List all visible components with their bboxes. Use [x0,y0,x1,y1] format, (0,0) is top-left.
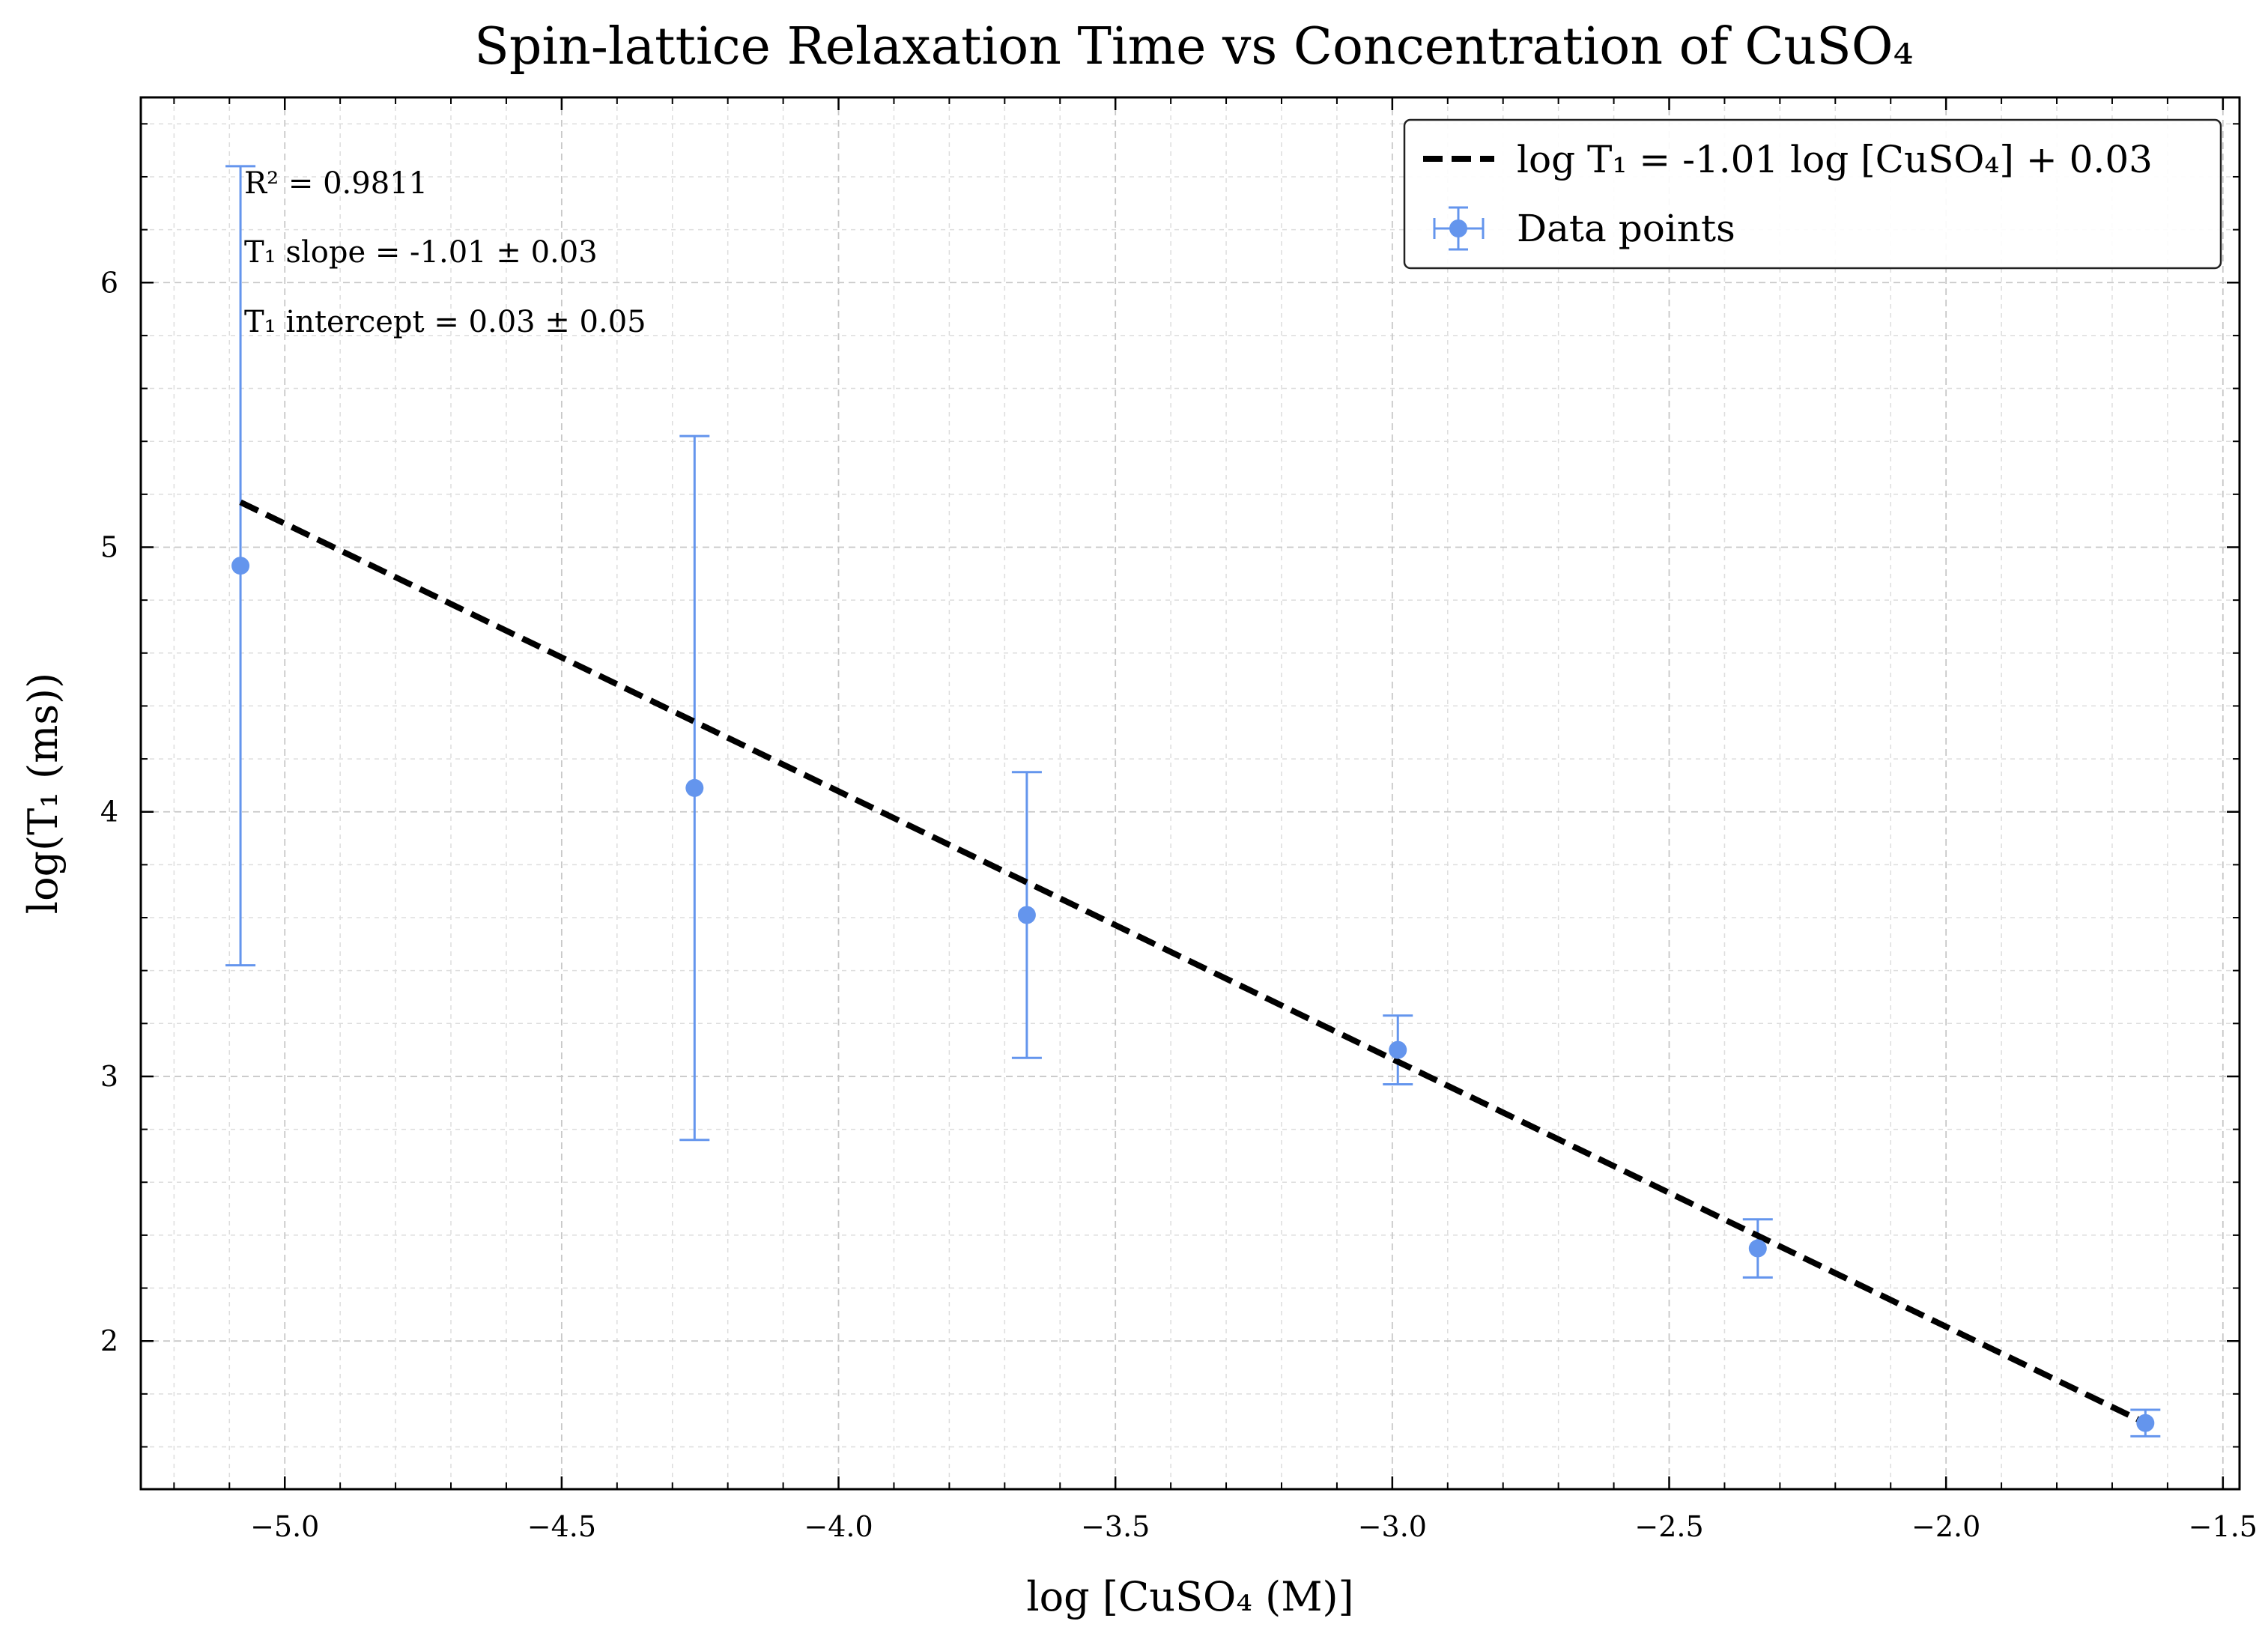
x-tick-label: −4.5 [527,1510,596,1543]
y-tick-label: 2 [100,1324,118,1357]
y-tick-label: 6 [100,266,118,299]
minor-grid [141,97,2240,1489]
x-tick-label: −3.5 [1081,1510,1150,1543]
x-tick-label: −5.0 [250,1510,319,1543]
data-point [231,557,250,575]
annotation-r-squared: R² = 0.9811 [244,166,428,201]
major-grid [141,97,2240,1489]
legend: log T₁ = -1.01 log [CuSO₄] + 0.03 Data p… [1403,118,2222,270]
x-tick-label: −2.0 [1911,1510,1980,1543]
x-tick-label: −3.0 [1358,1510,1427,1543]
data-point [2136,1414,2155,1432]
x-tick-labels: −5.0 −4.5 −4.0 −3.5 −3.0 −2.5 −2.0 −1.5 [250,1510,2258,1543]
legend-data-points-swatch [1433,206,1485,251]
stats-annotations: R² = 0.9811 T₁ slope = -1.01 ± 0.03 T₁ i… [244,166,646,339]
x-tick-label: −2.5 [1634,1510,1703,1543]
annotation-intercept: T₁ intercept = 0.03 ± 0.05 [244,305,646,339]
data-point [1748,1239,1767,1258]
legend-fit-line-label: log T₁ = -1.01 log [CuSO₄] + 0.03 [1517,138,2153,181]
chart-title: Spin-lattice Relaxation Time vs Concentr… [474,17,1914,76]
x-axis-title: log [CuSO₄ (M)] [1026,1573,1353,1620]
annotation-slope: T₁ slope = -1.01 ± 0.03 [244,235,598,270]
data-point [1389,1040,1407,1059]
plot-frame [139,96,2241,1491]
y-tick-label: 4 [100,796,118,828]
data-point [1017,906,1036,924]
y-axis-title: log(T₁ (ms)) [19,673,67,914]
y-tick-label: 5 [100,530,118,563]
legend-box [1403,118,2222,270]
data-point [685,778,704,797]
legend-data-points-label: Data points [1517,207,1735,250]
series-layer [225,165,2161,1437]
y-tick-labels: 2 3 4 5 6 [100,266,118,1357]
x-tick-label: −1.5 [2189,1510,2258,1543]
x-tick-label: −4.0 [804,1510,873,1543]
y-tick-label: 3 [100,1060,118,1093]
fit-line [239,499,2147,1426]
